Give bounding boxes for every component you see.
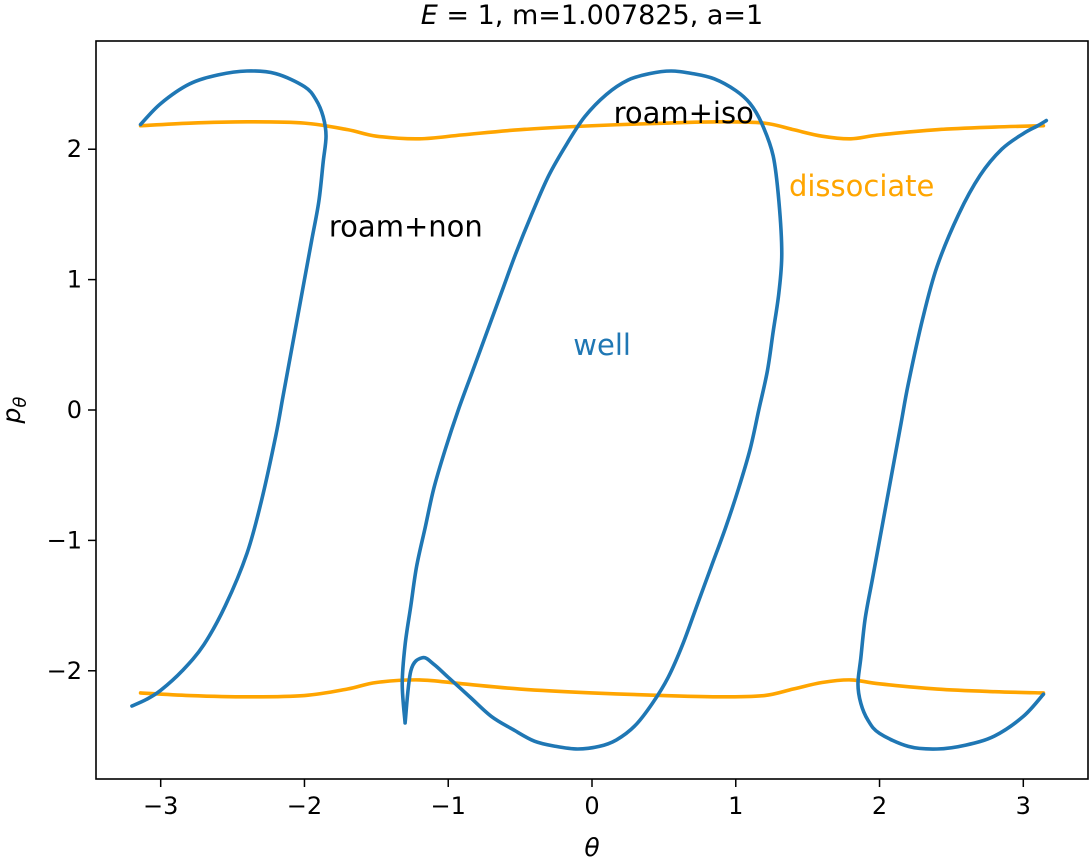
- x-tick-label: 3: [1016, 792, 1031, 820]
- series-line-separatrix-middle: [400, 69, 784, 751]
- chart-title: E = 1, m=1.007825, a=1: [421, 0, 763, 31]
- x-tick-label: 2: [872, 792, 887, 820]
- y-axis-label-base: p: [0, 408, 26, 425]
- y-tick-label: −2: [47, 657, 82, 685]
- y-tick-label: −1: [47, 526, 82, 554]
- annotation-roam-iso: roam+iso: [614, 96, 754, 130]
- y-tick-label: 0: [67, 396, 82, 424]
- series-line-separatrix-left: [130, 69, 328, 708]
- series-line-separatrix-right: [856, 118, 1049, 751]
- title-rest-part: = 1, m=1.007825, a=1: [438, 0, 763, 31]
- annotation-dissociate: dissociate: [789, 169, 934, 203]
- x-axis-label: θ: [584, 833, 599, 861]
- y-axis-label: pθ: [0, 397, 31, 425]
- series-layer: [130, 69, 1049, 751]
- x-tick-label: −2: [287, 792, 322, 820]
- y-axis-ticks: −2 −1 0 1 2: [47, 135, 96, 685]
- annotation-well: well: [573, 328, 631, 362]
- y-tick-label: 2: [67, 135, 82, 163]
- y-axis-label-subscript: θ: [10, 397, 31, 408]
- annotation-roam-non: roam+non: [329, 210, 483, 244]
- x-tick-label: 1: [728, 792, 743, 820]
- title-italic-part: E: [421, 0, 438, 31]
- y-tick-label: 1: [67, 266, 82, 294]
- x-tick-label: −1: [431, 792, 466, 820]
- annotation-layer: roam+iso roam+non dissociate well: [329, 96, 934, 362]
- series-line-lower-boundary: [138, 678, 1046, 699]
- x-tick-label: −3: [143, 792, 178, 820]
- series-line-upper-boundary: [138, 120, 1046, 141]
- x-tick-label: 0: [584, 792, 599, 820]
- x-axis-ticks: −3 −2 −1 0 1 2 3: [143, 779, 1031, 820]
